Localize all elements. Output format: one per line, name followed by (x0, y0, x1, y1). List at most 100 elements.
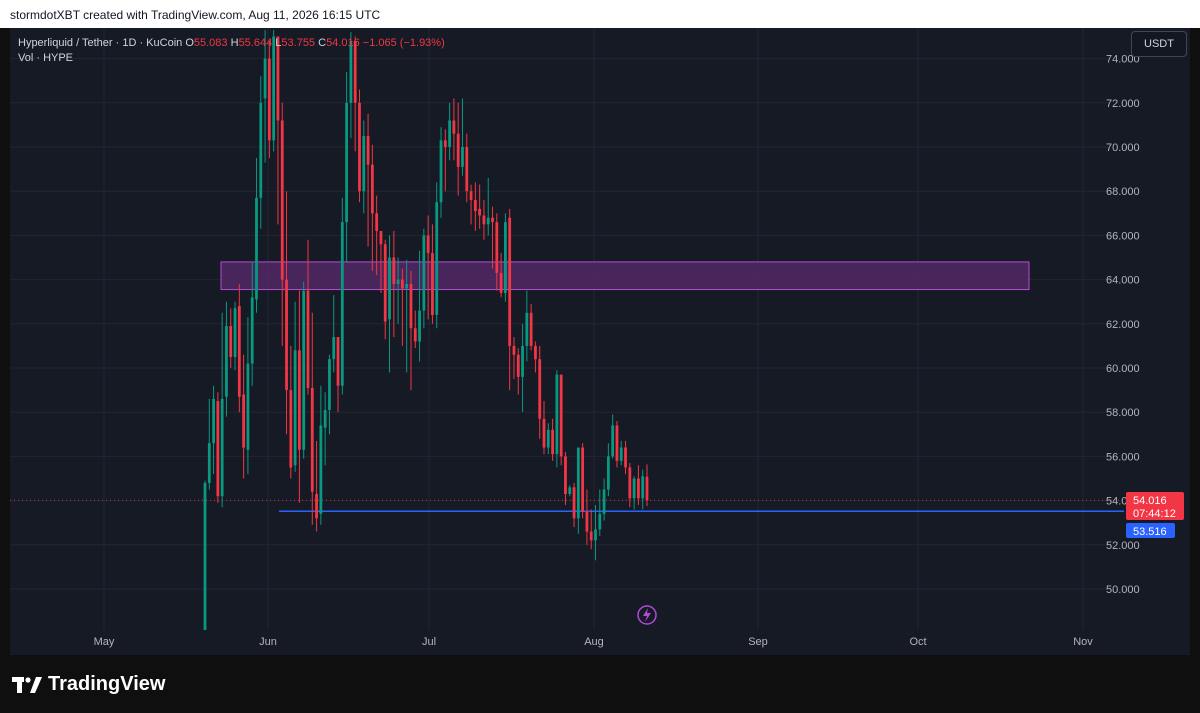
high-value: 55.644 (238, 37, 273, 49)
candle-body (615, 425, 619, 461)
candle-body (426, 235, 430, 254)
candle-body (572, 487, 576, 519)
candle-body (495, 222, 499, 273)
candle-body (512, 345, 516, 355)
candle-body (422, 235, 426, 311)
candle-body (491, 217, 494, 223)
candle-body (229, 326, 233, 357)
price-tick-label: 74.000 (1106, 54, 1140, 66)
candle-body (332, 337, 336, 360)
candle-body (521, 345, 524, 377)
close-value: 54.016 (326, 37, 360, 49)
legend-volume-row[interactable]: Vol · HYPE (18, 51, 445, 66)
month-tick-label: Jun (259, 636, 277, 648)
close-label: C (318, 37, 327, 49)
candle-body (233, 308, 237, 357)
candle-body (418, 310, 421, 342)
candle-body (439, 140, 443, 203)
month-tick-label: Aug (584, 636, 604, 648)
candle-body (207, 443, 211, 483)
time-axis[interactable]: May Jun Jul Aug Sep Oct Nov (94, 636, 1094, 648)
month-tick-label: Oct (909, 636, 926, 648)
last-price-tag: 54.016 07:44:12 (1126, 492, 1184, 520)
candle-body (542, 418, 546, 448)
candle-body (349, 40, 353, 103)
candle-body (576, 447, 580, 519)
candle-body (456, 133, 460, 167)
candle-body (641, 476, 645, 499)
candle-body (465, 147, 469, 192)
candle-body (443, 140, 447, 147)
attribution-bar: stormdotXBT created with TradingView.com… (0, 0, 1200, 28)
candle-body (452, 120, 456, 134)
candle-body (225, 326, 228, 397)
candle-body (632, 478, 636, 499)
candle-body (606, 456, 610, 490)
candle-body (473, 200, 477, 212)
price-tick-label: 64.000 (1106, 275, 1140, 287)
symbol-title[interactable]: Hyperliquid / Tether · 1D · KuCoin (18, 37, 183, 49)
candle-body (272, 36, 276, 141)
candle-body (323, 409, 327, 428)
candle-body (242, 394, 246, 448)
candle-body (246, 363, 250, 450)
candle-body (589, 531, 593, 541)
candle-body (628, 467, 632, 499)
candle-body (375, 213, 379, 231)
footer-bar (0, 655, 1200, 713)
candle-body (516, 354, 520, 377)
change-value: −1.065 (−1.93%) (362, 37, 445, 49)
candle-body (259, 102, 263, 198)
candle-body (293, 350, 297, 466)
candle-body (546, 429, 550, 448)
candle-body (388, 257, 391, 320)
currency-button[interactable]: USDT (1131, 31, 1187, 57)
candle-body (315, 493, 318, 519)
chart-legend: Hyperliquid / Tether · 1D · KuCoin O55.0… (18, 36, 445, 66)
candle-body (461, 147, 464, 167)
candle-body (336, 337, 340, 386)
candle-body (220, 398, 224, 497)
candle-body (216, 401, 220, 497)
chart-panel[interactable] (10, 28, 1190, 655)
price-tick-label: 68.000 (1106, 186, 1140, 198)
low-label: L (275, 37, 282, 49)
high-label: H (230, 37, 239, 49)
candle-body (503, 222, 507, 293)
attribution-text: stormdotXBT created with TradingView.com… (10, 8, 381, 22)
candles (203, 30, 649, 630)
alert-icon[interactable] (637, 605, 657, 625)
month-tick-label: May (94, 636, 115, 648)
candle-body (645, 476, 649, 501)
open-label: O (185, 37, 194, 49)
candle-body (482, 215, 486, 225)
candle-body (559, 374, 563, 457)
volume-label[interactable]: Vol · HYPE (18, 52, 74, 64)
price-tick-label: 72.000 (1106, 98, 1140, 110)
tradingview-logo[interactable]: TradingView (12, 673, 165, 696)
grid-lines (10, 28, 1110, 630)
month-tick-label: Nov (1073, 636, 1093, 648)
price-tick-label: 50.000 (1106, 584, 1140, 596)
candle-body (302, 290, 306, 450)
candle-body (508, 217, 512, 346)
candle-body (319, 425, 323, 514)
candle-body (401, 279, 404, 289)
price-tick-label: 70.000 (1106, 142, 1140, 154)
candle-body (478, 208, 482, 216)
candle-body (585, 511, 589, 532)
candle-body (568, 487, 572, 494)
tradingview-logo-icon (12, 676, 42, 693)
month-tick-label: Jul (422, 636, 436, 648)
candle-body (594, 529, 597, 541)
candle-body (285, 279, 288, 391)
candle-body (525, 312, 529, 346)
candle-body (263, 58, 267, 99)
candle-body (298, 350, 301, 450)
candle-body (405, 284, 409, 289)
candle-body (581, 447, 585, 512)
resistance-zone[interactable] (220, 261, 1030, 291)
candle-body (534, 345, 537, 360)
candle-body (203, 482, 207, 630)
